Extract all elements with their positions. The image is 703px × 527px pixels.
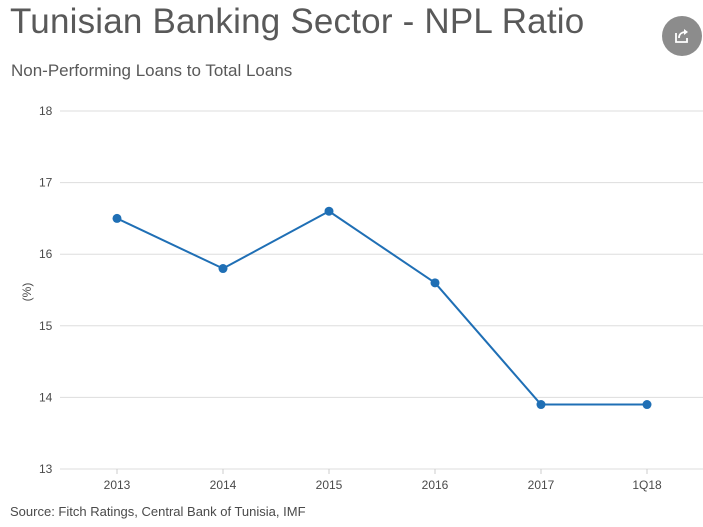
data-point[interactable] [218, 264, 228, 274]
x-tick-label: 2013 [104, 478, 131, 492]
y-tick-label: 16 [39, 247, 53, 261]
series-line [116, 210, 647, 406]
data-points [112, 206, 652, 410]
data-point[interactable] [324, 206, 334, 216]
y-tick-label: 18 [39, 104, 53, 118]
y-tick-label: 15 [39, 319, 53, 333]
y-tick-label: 17 [39, 176, 53, 190]
share-button[interactable] [662, 16, 702, 56]
x-axis-ticks: 2013 2014 2015 2016 2017 1Q18 [104, 469, 662, 492]
x-tick-label: 2015 [316, 478, 343, 492]
data-point[interactable] [642, 400, 652, 410]
data-point[interactable] [430, 278, 440, 288]
y-axis-ticks: 13 14 15 16 17 18 [39, 104, 53, 476]
gridlines [60, 110, 703, 470]
x-tick-label: 2017 [528, 478, 555, 492]
series-line-path [116, 210, 647, 406]
data-point[interactable] [112, 213, 122, 223]
line-chart: 13 14 15 16 17 18 2013 2014 2015 2016 2017 1Q18 (%… [20, 104, 703, 492]
x-tick-label: 2014 [210, 478, 237, 492]
y-tick-label: 13 [39, 462, 53, 476]
chart-title: Tunisian Banking Sector - NPL Ratio [10, 2, 585, 41]
x-tick-label: 1Q18 [632, 478, 662, 492]
y-axis-label: (%) [20, 283, 34, 302]
data-point[interactable] [536, 400, 546, 410]
share-icon [675, 29, 688, 43]
chart-subtitle: Non-Performing Loans to Total Loans [11, 61, 293, 80]
x-tick-label: 2016 [422, 478, 449, 492]
y-tick-label: 14 [39, 390, 53, 404]
source-note: Source: Fitch Ratings, Central Bank of T… [10, 504, 306, 519]
